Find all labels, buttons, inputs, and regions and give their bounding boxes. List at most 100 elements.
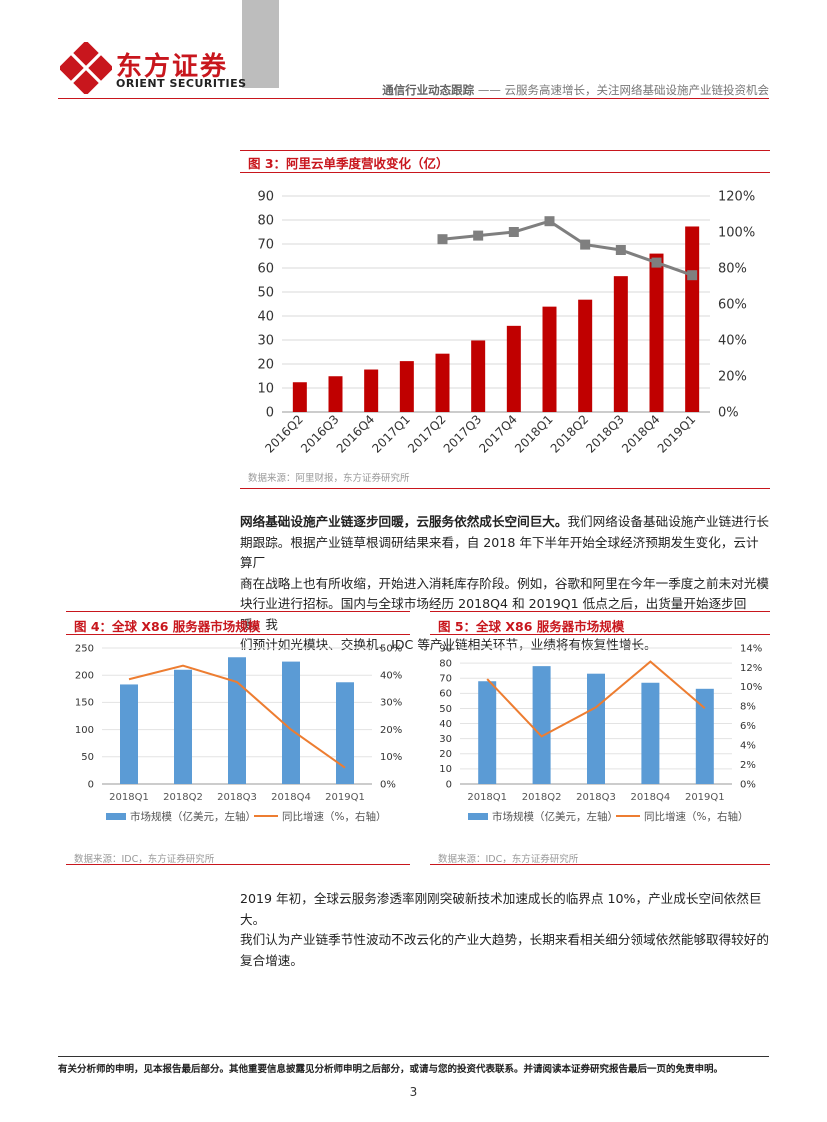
paragraph-cloud-penetration: 2019 年初，全球云服务渗透率刚刚突破新技术加速成长的临界点 10%，产业成长… (240, 889, 770, 971)
y2-tick-label: 0% (380, 779, 396, 790)
bar (613, 276, 628, 412)
y-tick-label: 0 (446, 779, 452, 790)
y-tick-label: 0 (266, 405, 274, 420)
fig3-title: 图 3：阿里云单季度营收变化（亿） (248, 156, 449, 171)
growth-point (580, 239, 591, 250)
fig5-title-rule (430, 634, 770, 635)
fig3-top-rule (240, 150, 770, 151)
y-tick-label: 50 (81, 752, 94, 763)
para2-line-0: 2019 年初，全球云服务渗透率刚刚突破新技术加速成长的临界点 10%，产业成长… (240, 891, 762, 927)
company-name-cn: 东方证券 (116, 52, 229, 82)
legend-line-label: 同比增速（%，右轴） (644, 810, 748, 823)
bar (120, 684, 138, 784)
y2-tick-label: 8% (740, 702, 756, 713)
x-tick-label: 2018Q1 (467, 792, 507, 803)
x-tick-label: 2018Q3 (217, 792, 257, 803)
y2-tick-label: 10% (740, 682, 762, 693)
fig4-top-rule (66, 611, 410, 612)
x-tick-label: 2016Q4 (334, 412, 378, 456)
x-tick-label: 2019Q1 (685, 792, 725, 803)
bar (542, 306, 557, 412)
y-tick-label: 40 (439, 719, 452, 730)
x-tick-label: 2018Q4 (271, 792, 311, 803)
x-tick-label: 2018Q1 (109, 792, 149, 803)
y-tick-label: 60 (439, 689, 452, 700)
x-tick-label: 2017Q4 (476, 412, 520, 456)
y-tick-label: 80 (439, 658, 452, 669)
growth-point (687, 270, 698, 281)
x-tick-label: 2018Q1 (512, 412, 556, 456)
bar (228, 657, 246, 784)
header-divider (58, 98, 769, 99)
y2-tick-label: 2% (740, 760, 756, 771)
bar (364, 369, 379, 412)
growth-point (544, 216, 555, 227)
para1-lead: 网络基础设施产业链逐步回暖，云服务依然成长空间巨大。 (240, 514, 568, 529)
y2-tick-label: 6% (740, 721, 756, 732)
para1-line-2: 商在战略上也有所收缩，开始进入消耗库存阶段。例如，谷歌和阿里在今年一季度之前未对… (240, 575, 769, 591)
legend-line-label: 同比增速（%，右轴） (282, 810, 386, 823)
y2-tick-label: 20% (718, 369, 747, 384)
growth-point (473, 230, 484, 241)
x-tick-label: 2018Q2 (522, 792, 562, 803)
bar (282, 661, 300, 784)
y2-tick-label: 14% (740, 643, 762, 654)
fig4-chart: 0 50 100 150 200 250 0% 10% 20% 30% 40% 50% 2018Q1 20… (75, 643, 402, 823)
para1-line-3: 块行业进行招标。国内与全球市场经历 2018Q4 和 2019Q1 低点之后，出… (240, 596, 747, 632)
company-name-en: ORIENT SECURITIES (116, 77, 247, 90)
para1-line-0: 我们网络设备基础设施产业链进行长 (567, 514, 769, 529)
fig3-source: 数据来源：阿里财报，东方证券研究所 (248, 473, 410, 484)
fig4-bottom-rule (66, 864, 410, 865)
y2-tick-label: 0% (718, 405, 739, 420)
y2-tick-label: 12% (740, 663, 762, 674)
fig5-bottom-rule (430, 864, 770, 865)
bar (649, 253, 664, 412)
para2-line-2: 复合增速。 (240, 952, 303, 968)
x-tick-label: 2018Q2 (548, 412, 592, 456)
fig3-chart: 0 10 20 30 40 50 60 70 80 90 0% 20% 40% 60% 80% 100% 120… (257, 189, 755, 456)
bar (328, 376, 343, 412)
growth-line (128, 664, 346, 769)
footer-divider (58, 1056, 769, 1057)
y-tick-label: 200 (75, 671, 94, 682)
report-header: 通信行业动态跟踪 —— 云服务高速增长，关注网络基础设施产业链投资机会 (382, 82, 769, 98)
bar (641, 682, 660, 784)
fig3-bottom-rule (240, 488, 770, 489)
x-tick-label: 2018Q4 (619, 412, 663, 456)
fig4-title: 图 4：全球 X86 服务器市场规模 (74, 619, 261, 634)
y-tick-label: 80 (257, 213, 274, 228)
growth-point (437, 234, 448, 245)
y-tick-label: 60 (257, 261, 274, 276)
x-tick-label: 2018Q3 (583, 412, 627, 456)
growth-point (651, 257, 662, 268)
bar (471, 340, 486, 412)
report-title: —— 云服务高速增长，关注网络基础设施产业链投资机会 (477, 83, 769, 97)
y-tick-label: 70 (439, 674, 452, 685)
x-tick-label: 2019Q1 (655, 412, 699, 456)
legend-bar-label: 市场规模（亿美元，左轴） (130, 810, 256, 823)
legend-bar-swatch (106, 813, 126, 820)
y2-tick-label: 10% (380, 752, 402, 763)
y-tick-label: 50 (439, 704, 452, 715)
y2-tick-label: 50% (380, 643, 402, 654)
bar (399, 361, 414, 412)
para2-line-1: 我们认为产业链季节性波动不改云化的产业大趋势，长期来看相关细分领域依然能够取得较… (240, 932, 769, 947)
x-tick-label: 2018Q3 (576, 792, 616, 803)
y2-tick-label: 4% (740, 740, 756, 751)
y-tick-label: 40 (257, 309, 274, 324)
y2-tick-label: 20% (380, 725, 402, 736)
fig3-title-rule (240, 172, 770, 173)
fig4-title-rule (66, 634, 410, 635)
para1-line-1: 期跟踪。根据产业链草根调研结果来看，自 2018 年下半年开始全球经济预期发生变… (240, 534, 759, 571)
x-tick-label: 2018Q4 (631, 792, 671, 803)
y-tick-label: 50 (257, 285, 274, 300)
report-type: 通信行业动态跟踪 (382, 83, 475, 97)
y2-tick-label: 40% (718, 333, 747, 348)
fig5-source: 数据来源：IDC，东方证券研究所 (438, 854, 579, 865)
bar (292, 382, 307, 412)
orient-securities-logo-icon (60, 42, 112, 94)
y-tick-label: 70 (257, 237, 274, 252)
legend-bar-label: 市场规模（亿美元，左轴） (492, 810, 618, 823)
growth-point (508, 227, 519, 237)
x-tick-label: 2017Q1 (369, 412, 413, 456)
